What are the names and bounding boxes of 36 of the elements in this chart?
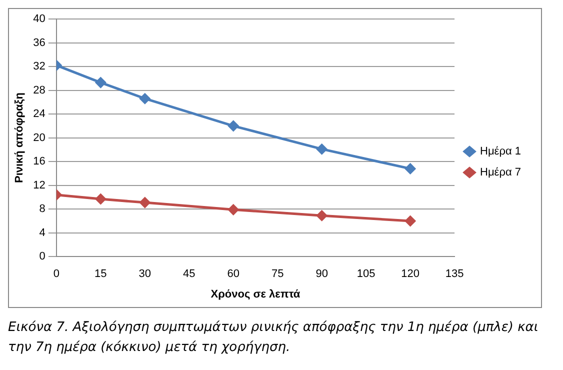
x-axis-title: Χρόνος σε λεπτά (210, 288, 300, 300)
x-tick-label: 60 (227, 268, 240, 280)
y-tick-label: 28 (33, 84, 46, 96)
point (316, 210, 328, 221)
x-tick-label: 120 (401, 268, 420, 280)
point (405, 163, 416, 174)
y-tick-label: 32 (33, 60, 46, 73)
legend-label: Ημέρα 7 (480, 166, 522, 179)
y-tick-label: 40 (33, 13, 46, 26)
x-tick-label: 30 (138, 268, 152, 280)
y-tick-label: 20 (33, 132, 46, 144)
y-tick-label: 8 (39, 203, 46, 216)
x-tick-label: 75 (271, 268, 284, 280)
point (405, 216, 416, 226)
x-tick-label: 105 (356, 268, 376, 280)
point (140, 93, 150, 104)
y-tick-label: 12 (33, 179, 46, 192)
y-tick-label: 0 (39, 250, 46, 263)
text: Εικόνα 7. Αξιολόγηση συμπτωμάτων ρινικής απόφραξης την 1η ημέρα (μπλε) και την 7η ημέρα (κόκκινο) μετά τη χορήγηση. (8, 319, 540, 357)
y-tick-label: 4 (39, 226, 46, 239)
x-tick-label: 0 (53, 268, 60, 280)
y-tick-label: 36 (33, 36, 46, 49)
y-axis-title: Ρινική απόφραξη (14, 92, 26, 184)
point (95, 77, 106, 88)
y-tick-label: 24 (33, 108, 46, 120)
point (316, 144, 328, 154)
x-tick-label: 90 (316, 268, 328, 280)
point (95, 194, 106, 204)
y-tick-label: 16 (33, 156, 46, 168)
point (228, 120, 239, 132)
point (140, 197, 150, 208)
x-tick-label: 135 (445, 268, 464, 280)
point (228, 204, 239, 215)
x-tick-label: 45 (183, 268, 196, 280)
x-tick-label: 15 (94, 268, 107, 280)
legend-label: Ημέρα 1 (480, 146, 522, 158)
